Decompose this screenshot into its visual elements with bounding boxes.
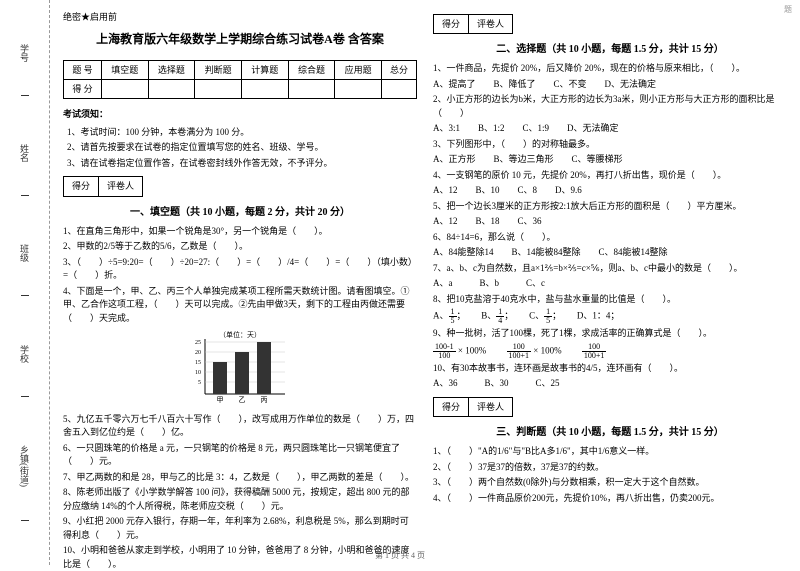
question: 7、甲乙两数的和是 28，甲与乙的比是 3：4，乙数是（ ），甲乙两数的差是（ … xyxy=(63,471,417,485)
options: A、36 B、30 C、25 xyxy=(433,377,787,391)
bar-jia xyxy=(213,362,227,394)
options-frac: A、15； B、14； C、15； D、1：4； xyxy=(433,308,787,325)
question: 3、（ ）两个自然数(0除外)与分数相乘，积一定大于这个自然数。 xyxy=(433,476,787,490)
chart-svg: （单位：天） 25 20 15 10 5 甲 xyxy=(185,329,295,404)
options: A、3:1 B、1:2 C、1:9 D、无法确定 xyxy=(433,122,787,136)
th: 判断题 xyxy=(195,60,242,79)
right-column: 得分 评卷人 二、选择题（共 10 小题，每题 1.5 分，共计 15 分） 1… xyxy=(425,10,795,555)
svg-text:甲: 甲 xyxy=(217,396,224,404)
td xyxy=(101,79,148,98)
svg-text:20: 20 xyxy=(195,350,201,356)
options: A、12 B、18 C、36 xyxy=(433,215,787,229)
question: 6、一只圆珠笔的价格是 a 元，一只钢笔的价格是 8 元，两只圆珠笔比一只钢笔便… xyxy=(63,442,417,469)
binding-field-class: 班级 xyxy=(18,244,31,296)
exam-title: 上海教育版六年级数学上学期综合练习试卷A卷 含答案 xyxy=(63,30,417,49)
options-formula: 100-1100 × 100% 100100+1 × 100% 100100+1 xyxy=(433,343,787,360)
content-area: 绝密★启用前 上海教育版六年级数学上学期综合练习试卷A卷 含答案 题 号 填空题… xyxy=(50,0,800,565)
reviewer-label: 评卷人 xyxy=(469,15,512,33)
options: A、84能整除14 B、14能被84整除 C、84能被14整除 xyxy=(433,246,787,260)
section-score-box: 得分 评卷人 xyxy=(433,14,513,34)
bar-chart: （单位：天） 25 20 15 10 5 甲 xyxy=(63,329,417,408)
question: 9、小红把 2000 元存入银行，存期一年，年利率为 2.68%，利息税是 5%… xyxy=(63,515,417,542)
bar-yi xyxy=(235,352,249,394)
th: 应用题 xyxy=(335,60,382,79)
svg-text:乙: 乙 xyxy=(239,396,246,404)
table-row: 题 号 填空题 选择题 判断题 计算题 综合题 应用题 总分 xyxy=(64,60,417,79)
question: 5、把一个边长3厘米的正方形按2:1放大后正方形的面积是（ ）平方厘米。 xyxy=(433,200,787,214)
svg-text:25: 25 xyxy=(195,340,201,346)
question: 1、一件商品，先提价 20%，后又降价 20%，现在的价格与原来相比，（ ）。 xyxy=(433,62,787,76)
question: 5、九亿五千零六万七千八百六十写作（ ），改写成用万作单位的数是（ ）万，四舍五… xyxy=(63,413,417,440)
section-score-box: 得分 评卷人 xyxy=(63,176,143,196)
notice-item: 2、请首先按要求在试卷的指定位置填写您的姓名、班级、学号。 xyxy=(67,141,417,155)
question: 2、（ ）37是37的倍数，37是37的约数。 xyxy=(433,461,787,475)
score-label: 得分 xyxy=(434,398,469,416)
question: 8、陈老师出版了《小学数学解答 100 问》，获得稿酬 5000 元，按规定，超… xyxy=(63,486,417,513)
confidential-label: 绝密★启用前 xyxy=(63,10,417,24)
svg-text:丙: 丙 xyxy=(261,396,268,404)
table-row: 得 分 xyxy=(64,79,417,98)
bar-bing xyxy=(257,342,271,394)
question: 6、84÷14=6，那么说（ ）。 xyxy=(433,231,787,245)
question: 9、种一批树，活了100棵，死了1棵，求成活率的正确算式是（ ）。 xyxy=(433,327,787,341)
question: 4、（ ）一件商品原价200元，先提价10%，再八折出售，仍卖200元。 xyxy=(433,492,787,506)
options: A、12 B、10 C、8 D、9.6 xyxy=(433,184,787,198)
options: A、a B、b C、c xyxy=(433,277,787,291)
th: 选择题 xyxy=(148,60,195,79)
section-fill-title: 一、填空题（共 10 小题，每题 2 分，共计 20 分） xyxy=(63,205,417,221)
question: 10、有30本故事书，连环画是故事书的4/5，连环画有（ ）。 xyxy=(433,362,787,376)
options: A、提高了 B、降低了 C、不变 D、无法确定 xyxy=(433,78,787,92)
score-label: 得分 xyxy=(434,15,469,33)
th: 综合题 xyxy=(288,60,335,79)
td: 得 分 xyxy=(64,79,102,98)
notice-list: 1、考试时间：100 分钟，本卷满分为 100 分。 2、请首先按要求在试卷的指… xyxy=(67,126,417,171)
question: 4、一支钢笔的原价 10 元，先提价 20%，再打八折出售，现价是（ ）。 xyxy=(433,169,787,183)
th: 题 号 xyxy=(64,60,102,79)
question: 2、甲数的2/5等于乙数的5/6，乙数是（ ）。 xyxy=(63,240,417,254)
binding-strip: 学号 姓名 班级 学校 乡镇(街道) xyxy=(0,0,50,565)
question: 3、（ ）÷5=9:20=（ ）÷20=27:（ ）=（ ）/4=（ ）=（ ）… xyxy=(63,256,417,283)
binding-field-id: 学号 xyxy=(18,44,31,96)
chart-title: （单位：天） xyxy=(219,330,261,339)
notice-item: 1、考试时间：100 分钟，本卷满分为 100 分。 xyxy=(67,126,417,140)
exam-page: 题 学号 姓名 班级 学校 乡镇(街道) 绝密★启用前 上海教育版六年级数学上学… xyxy=(0,0,800,565)
question: 2、小正方形的边长为b米，大正方形的边长为3a米，则小正方形与大正方形的面积比是… xyxy=(433,93,787,120)
score-table: 题 号 填空题 选择题 判断题 计算题 综合题 应用题 总分 得 分 xyxy=(63,60,417,100)
left-column: 绝密★启用前 上海教育版六年级数学上学期综合练习试卷A卷 含答案 题 号 填空题… xyxy=(55,10,425,555)
notice-title: 考试须知： xyxy=(63,107,417,121)
section-score-box: 得分 评卷人 xyxy=(433,397,513,417)
binding-field-name: 姓名 xyxy=(18,144,31,196)
svg-text:10: 10 xyxy=(195,370,201,376)
page-footer: 第 1 页 共 4 页 xyxy=(0,550,800,561)
question: 1、（ ）"A的1/6"与"B比A多1/6"，其中1/6意义一样。 xyxy=(433,445,787,459)
th: 总分 xyxy=(381,60,416,79)
question: 7、a、b、c为自然数，且a×1⅖=b×⅖=c×⅚，则a、b、c中最小的数是（ … xyxy=(433,262,787,276)
section-judge-title: 三、判断题（共 10 小题，每题 1.5 分，共计 15 分） xyxy=(433,425,787,441)
th: 填空题 xyxy=(101,60,148,79)
question: 1、在直角三角形中，如果一个锐角是30°，另一个锐角是（ ）。 xyxy=(63,225,417,239)
question: 4、下面是一个，甲、乙、丙三个人单独完成某项工程所需天数统计图。请看图填空。①甲… xyxy=(63,285,417,326)
svg-text:5: 5 xyxy=(198,380,201,386)
question: 8、把10克盐溶于40克水中，盐与盐水重量的比值是（ ）。 xyxy=(433,293,787,307)
question: 3、下列图形中，（ ）的对称轴最多。 xyxy=(433,138,787,152)
score-label: 得分 xyxy=(64,177,99,195)
notice-item: 3、请在试卷指定位置作答，在试卷密封线外作答无效，不予评分。 xyxy=(67,157,417,171)
svg-text:15: 15 xyxy=(195,360,201,366)
th: 计算题 xyxy=(241,60,288,79)
options: A、正方形 B、等边三角形 C、等腰梯形 xyxy=(433,153,787,167)
binding-field-town: 乡镇(街道) xyxy=(18,445,31,521)
reviewer-label: 评卷人 xyxy=(469,398,512,416)
section-choice-title: 二、选择题（共 10 小题，每题 1.5 分，共计 15 分） xyxy=(433,42,787,58)
binding-field-school: 学校 xyxy=(18,345,31,397)
reviewer-label: 评卷人 xyxy=(99,177,142,195)
corner-mark: 题 xyxy=(784,4,792,15)
